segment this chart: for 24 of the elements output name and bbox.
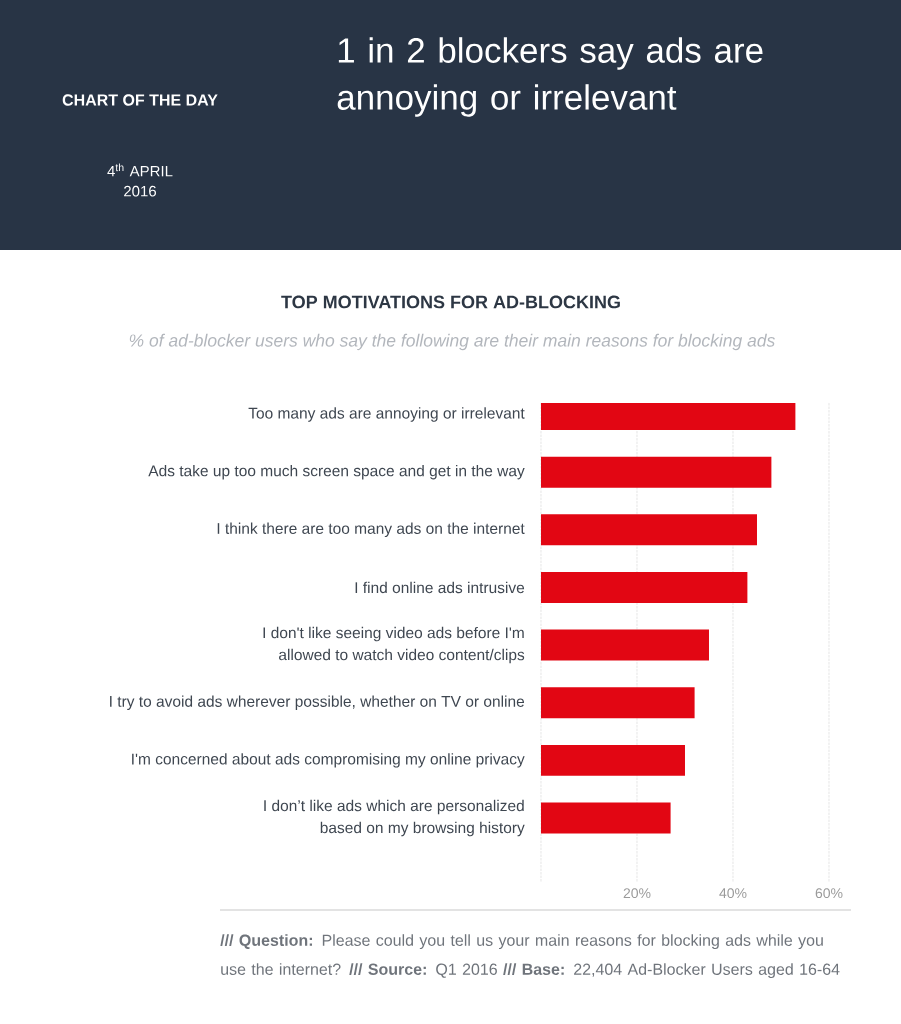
y-tick-label: I think there are too many ads on the internet <box>217 522 525 538</box>
text: % of ad-blocker users who say the following are their main reasons for blocking ads <box>129 333 775 351</box>
bar <box>540 687 695 719</box>
y-tick-label: I try to avoid ads wherever possible, whether on TV or online <box>110 695 525 710</box>
y-tick-label: Ads take up too much screen space and get in the way <box>148 464 525 480</box>
y-tick-label: Too many ads are annoying or irrelevant <box>248 407 525 422</box>
bar <box>540 571 748 603</box>
text: /// Question: Please could you tell us your main reasons for blocking ads while you use the internet? /// Source: Q1 2016 /// Base: 22,404 Ad-Blocker Users aged 16-64 <box>220 934 840 979</box>
text: 4$^{th}$ APRIL 2016 <box>107 163 173 197</box>
text: CHART OF THE DAY <box>62 94 218 106</box>
y-tick-label: I find online ads intrusive <box>355 581 525 594</box>
y-tick-label: I'm concerned about ads compromising my online privacy <box>132 753 525 768</box>
y-tick-label: I don’t like ads which are personalized based on my browsing history <box>264 799 525 837</box>
chart-title: 1 in 2 blockers say ads are annoying or irrelevant <box>337 37 763 117</box>
x-tick-label: 60% <box>815 888 843 899</box>
chart-subtitle: TOP MOTIVATIONS FOR AD-BLOCKING <box>281 295 620 309</box>
bar <box>540 802 671 834</box>
x-tick-label: 40% <box>719 888 747 899</box>
bar <box>540 744 685 776</box>
bar <box>540 629 709 661</box>
bar <box>540 514 757 546</box>
bar <box>540 456 772 488</box>
x-tick-label: 20% <box>623 888 651 899</box>
y-tick-label: I don't like seeing video ads before I'm allowed to watch video content/clips <box>263 626 525 664</box>
